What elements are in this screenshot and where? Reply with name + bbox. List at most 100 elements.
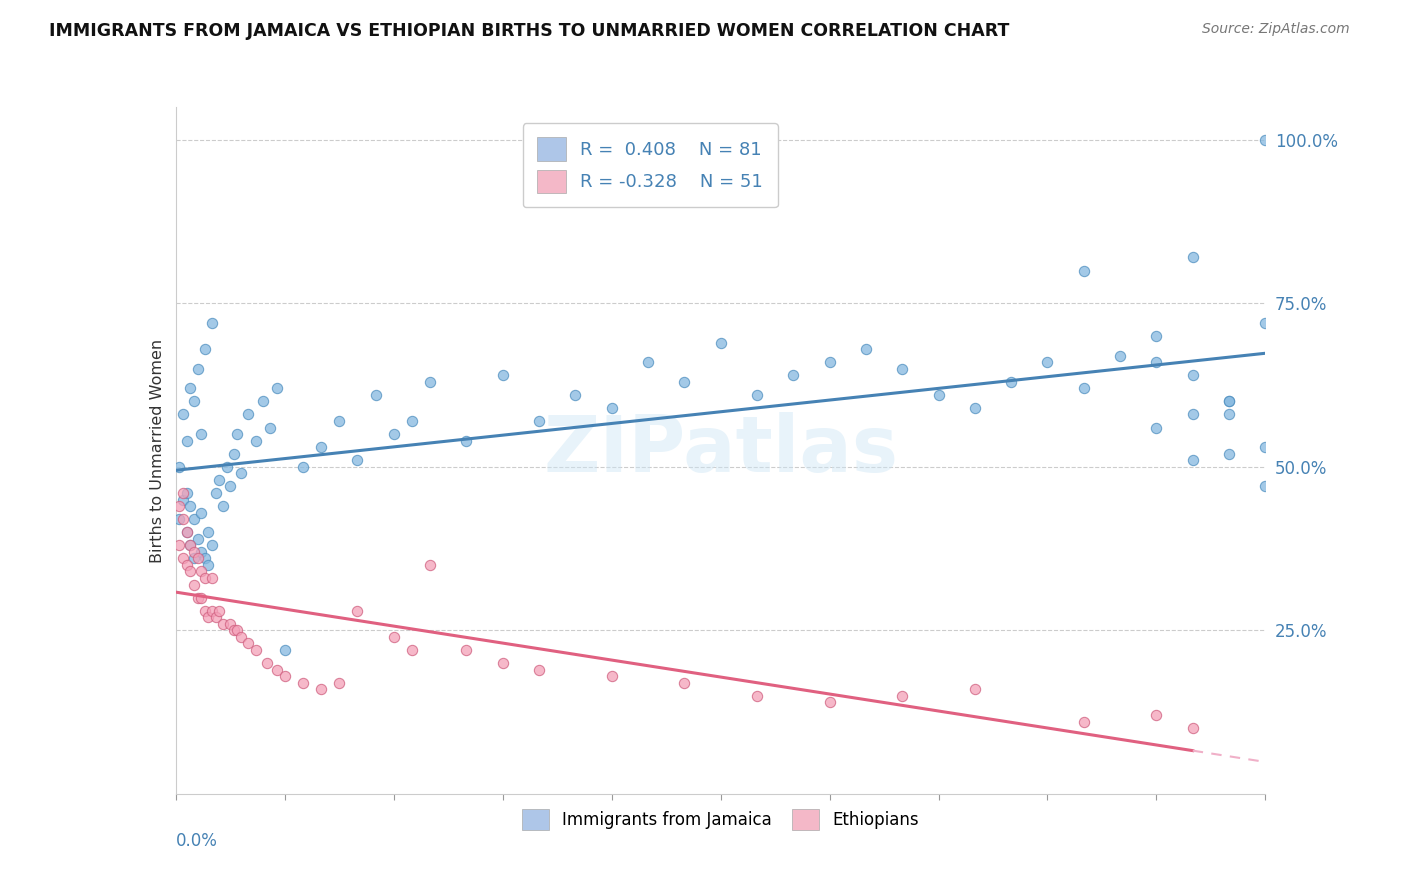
Point bbox=[222, 624, 245, 638]
Point bbox=[818, 695, 841, 709]
Point bbox=[226, 427, 249, 442]
Text: 0.0%: 0.0% bbox=[176, 831, 218, 850]
Point bbox=[208, 604, 231, 618]
Point bbox=[194, 604, 217, 618]
Point bbox=[419, 375, 441, 389]
Point bbox=[212, 499, 235, 513]
Point bbox=[172, 492, 194, 507]
Point bbox=[745, 689, 768, 703]
Point bbox=[1036, 355, 1059, 369]
Text: ZIPatlas: ZIPatlas bbox=[543, 412, 898, 489]
Point bbox=[212, 616, 235, 631]
Point bbox=[527, 663, 550, 677]
Point bbox=[190, 545, 212, 559]
Point bbox=[169, 512, 191, 526]
Point bbox=[600, 401, 623, 415]
Point bbox=[190, 591, 212, 605]
Point bbox=[176, 525, 198, 540]
Point bbox=[1218, 408, 1240, 422]
Point bbox=[274, 643, 297, 657]
Point bbox=[201, 571, 224, 585]
Point bbox=[1109, 349, 1132, 363]
Point bbox=[710, 335, 733, 350]
Point bbox=[197, 558, 219, 572]
Point bbox=[179, 538, 201, 552]
Point bbox=[172, 512, 194, 526]
Point bbox=[245, 434, 267, 448]
Point bbox=[419, 558, 441, 572]
Point bbox=[745, 388, 768, 402]
Point bbox=[252, 394, 274, 409]
Point bbox=[204, 486, 226, 500]
Point bbox=[1218, 447, 1240, 461]
Point bbox=[266, 663, 288, 677]
Point bbox=[172, 408, 194, 422]
Point bbox=[1181, 722, 1204, 736]
Point bbox=[1146, 708, 1168, 723]
Point bbox=[1181, 408, 1204, 422]
Point bbox=[176, 434, 198, 448]
Point bbox=[928, 388, 950, 402]
Point bbox=[1181, 251, 1204, 265]
Point bbox=[219, 616, 242, 631]
Point bbox=[219, 479, 242, 493]
Point bbox=[963, 401, 986, 415]
Point bbox=[176, 525, 198, 540]
Point bbox=[673, 675, 696, 690]
Point bbox=[401, 643, 423, 657]
Point bbox=[179, 499, 201, 513]
Point bbox=[215, 459, 238, 474]
Point bbox=[183, 512, 205, 526]
Point bbox=[492, 368, 515, 383]
Point bbox=[818, 355, 841, 369]
Point bbox=[492, 656, 515, 670]
Point bbox=[183, 551, 205, 566]
Point bbox=[259, 420, 281, 434]
Point bbox=[328, 414, 350, 428]
Point bbox=[1218, 394, 1240, 409]
Point bbox=[201, 604, 224, 618]
Point bbox=[194, 342, 217, 356]
Point bbox=[1000, 375, 1022, 389]
Point bbox=[1181, 453, 1204, 467]
Point bbox=[204, 610, 226, 624]
Text: Source: ZipAtlas.com: Source: ZipAtlas.com bbox=[1202, 22, 1350, 37]
Point bbox=[891, 689, 914, 703]
Point bbox=[190, 427, 212, 442]
Point bbox=[328, 675, 350, 690]
Point bbox=[291, 675, 314, 690]
Point bbox=[190, 506, 212, 520]
Point bbox=[245, 643, 267, 657]
Point bbox=[346, 604, 368, 618]
Point bbox=[1073, 714, 1095, 729]
Point bbox=[197, 610, 219, 624]
Point bbox=[1073, 381, 1095, 395]
Point bbox=[179, 565, 201, 579]
Point bbox=[208, 473, 231, 487]
Point bbox=[238, 408, 260, 422]
Point bbox=[194, 571, 217, 585]
Point bbox=[169, 499, 191, 513]
Point bbox=[1146, 420, 1168, 434]
Point bbox=[201, 538, 224, 552]
Point bbox=[186, 551, 209, 566]
Point bbox=[176, 486, 198, 500]
Point bbox=[238, 636, 260, 650]
Point bbox=[1181, 368, 1204, 383]
Point bbox=[673, 375, 696, 389]
Point bbox=[176, 558, 198, 572]
Point bbox=[183, 394, 205, 409]
Point bbox=[382, 630, 405, 644]
Point bbox=[183, 545, 205, 559]
Point bbox=[179, 381, 201, 395]
Text: IMMIGRANTS FROM JAMAICA VS ETHIOPIAN BIRTHS TO UNMARRIED WOMEN CORRELATION CHART: IMMIGRANTS FROM JAMAICA VS ETHIOPIAN BIR… bbox=[49, 22, 1010, 40]
Point bbox=[169, 459, 191, 474]
Point bbox=[231, 467, 253, 481]
Point bbox=[855, 342, 877, 356]
Point bbox=[963, 682, 986, 697]
Point bbox=[197, 525, 219, 540]
Point bbox=[172, 486, 194, 500]
Point bbox=[183, 577, 205, 591]
Point bbox=[266, 381, 288, 395]
Point bbox=[364, 388, 387, 402]
